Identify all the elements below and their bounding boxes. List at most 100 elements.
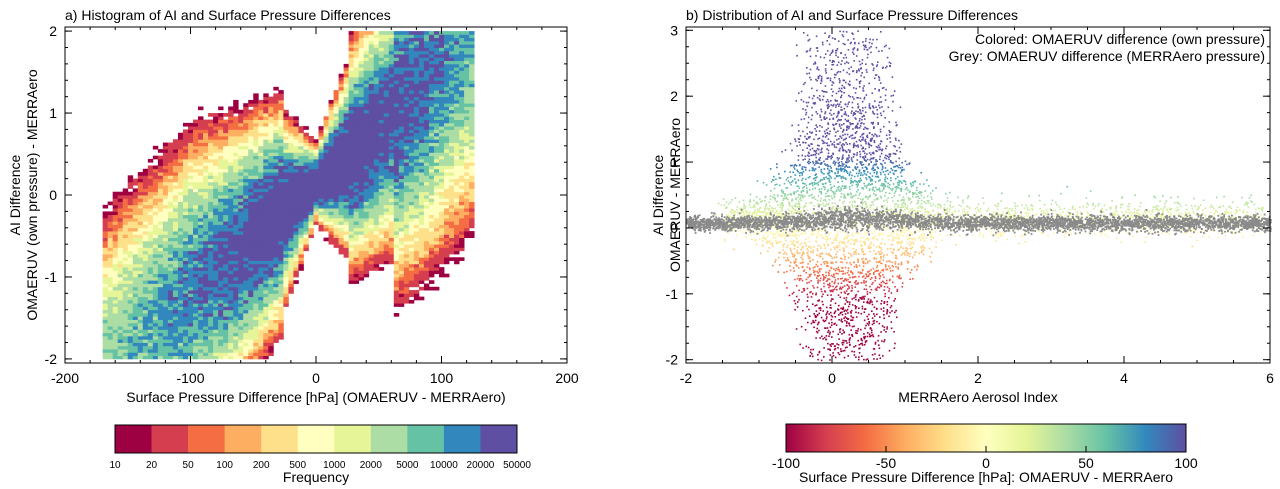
heatmap-cell — [408, 155, 415, 160]
heatmap-cell — [438, 214, 445, 219]
heatmap-cell — [112, 195, 119, 199]
heatmap-cell — [238, 257, 244, 261]
heatmap-cell — [177, 283, 184, 288]
heatmap-cell — [233, 273, 239, 278]
heatmap-cell — [157, 244, 164, 248]
heatmap-cell — [248, 303, 254, 307]
heatmap-cell — [368, 34, 375, 39]
heatmap-cell — [398, 250, 405, 255]
heatmap-cell — [263, 214, 269, 219]
heatmap-cell — [454, 122, 460, 127]
heatmap-cell — [393, 109, 400, 114]
heatmap-cell — [263, 204, 269, 209]
heatmap-cell — [193, 224, 199, 229]
heatmap-cell — [333, 99, 339, 104]
heatmap-cell — [449, 142, 455, 147]
heatmap-cell — [243, 113, 249, 117]
heatmap-cell — [263, 303, 269, 307]
heatmap-cell — [428, 76, 435, 81]
heatmap-cell — [373, 168, 380, 173]
heatmap-cell — [162, 211, 169, 216]
heatmap-cell — [353, 37, 360, 42]
heatmap-cell — [393, 63, 400, 68]
heatmap-cell — [308, 152, 314, 157]
heatmap-cell — [368, 227, 375, 232]
heatmap-cell — [187, 126, 194, 130]
heatmap-cell — [368, 211, 375, 216]
heatmap-cell — [218, 198, 224, 202]
heatmap-cell — [203, 339, 209, 343]
heatmap-cell — [268, 237, 274, 242]
heatmap-cell — [398, 224, 405, 229]
heatmap-cell — [433, 221, 440, 225]
heatmap-cell — [363, 260, 370, 265]
heatmap-cell — [248, 208, 254, 212]
heatmap-cell — [228, 339, 234, 343]
heatmap-cell — [438, 37, 445, 42]
heatmap-cell — [233, 103, 239, 107]
heatmap-cell — [413, 244, 420, 248]
heatmap-cell — [449, 217, 455, 222]
heatmap-cell — [182, 139, 189, 143]
heatmap-cell — [248, 299, 254, 304]
heatmap-cell — [283, 172, 289, 176]
heatmap-cell — [117, 342, 124, 347]
heatmap-cell — [423, 54, 430, 58]
heatmap-cell — [268, 339, 274, 343]
heatmap-cell — [258, 122, 264, 127]
heatmap-cell — [187, 129, 194, 134]
heatmap-cell — [248, 126, 254, 130]
heatmap-cell — [218, 175, 224, 180]
heatmap-cell — [172, 214, 179, 219]
heatmap-cell — [408, 86, 415, 91]
heatmap-cell — [273, 339, 279, 343]
heatmap-cell — [218, 257, 224, 261]
heatmap-cell — [167, 247, 174, 252]
heatmap-cell — [117, 267, 124, 271]
heatmap-cell — [283, 263, 289, 268]
heatmap-cell — [142, 306, 149, 311]
heatmap-cell — [263, 267, 269, 271]
heatmap-cell — [122, 276, 129, 281]
heatmap-cell — [444, 214, 450, 219]
heatmap-cell — [433, 181, 440, 186]
heatmap-cell — [428, 31, 435, 35]
heatmap-cell — [147, 247, 154, 252]
heatmap-cell — [193, 263, 199, 268]
heatmap-cell — [182, 191, 189, 196]
heatmap-cell — [243, 349, 249, 353]
heatmap-cell — [308, 201, 314, 206]
heatmap-cell — [418, 165, 425, 170]
heatmap-cell — [328, 99, 334, 104]
heatmap-cell — [428, 165, 435, 170]
heatmap-cell — [393, 293, 400, 298]
heatmap-cell — [413, 116, 420, 121]
heatmap-cell — [343, 250, 350, 255]
heatmap-cell — [122, 322, 129, 327]
heatmap-cell — [223, 329, 229, 334]
heatmap-cell — [218, 158, 224, 163]
heatmap-cell — [248, 168, 254, 173]
heatmap-cell — [353, 162, 360, 166]
heatmap-cell — [403, 214, 410, 219]
heatmap-cell — [393, 175, 400, 180]
heatmap-cell — [378, 234, 385, 239]
heatmap-cell — [353, 260, 360, 265]
heatmap-cell — [102, 214, 109, 219]
heatmap-cell — [283, 122, 289, 127]
heatmap-cell — [278, 126, 284, 130]
heatmap-cell — [358, 149, 365, 153]
heatmap-cell — [142, 224, 149, 229]
heatmap-cell — [167, 355, 174, 360]
heatmap-cell — [162, 296, 169, 301]
heatmap-cell — [283, 211, 289, 216]
heatmap-cell — [343, 217, 350, 222]
heatmap-cell — [193, 339, 199, 343]
heatmap-cell — [383, 155, 390, 160]
heatmap-cell — [223, 293, 229, 298]
heatmap-cell — [433, 195, 440, 199]
heatmap-cell — [107, 296, 114, 301]
heatmap-cell — [423, 250, 430, 255]
heatmap-cell — [328, 139, 334, 143]
heatmap-cell — [177, 293, 184, 298]
